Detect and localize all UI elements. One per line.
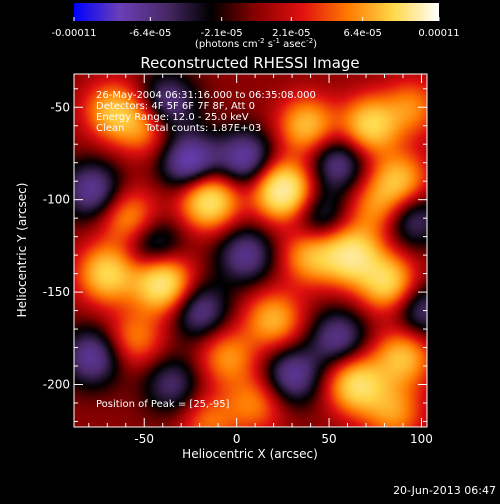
y-tick-label: -150 — [43, 285, 70, 299]
footer-timestamp: 20-Jun-2013 06:47 — [393, 484, 496, 497]
detectors-label: Detectors: 4F 5F 6F 7F 8F, Att 0 — [96, 101, 255, 112]
x-tick-label: 0 — [233, 432, 241, 446]
colorbar-tick-label: -6.4e-05 — [129, 28, 171, 39]
colorbar-tick-label: -0.00011 — [52, 28, 97, 39]
energy-range-label: Energy Range: 12.0 - 25.0 keV — [96, 112, 249, 123]
plot-frame — [73, 73, 428, 428]
colorbar-tick-label: 0.00011 — [418, 28, 459, 39]
chart-title: Reconstructed RHESSI Image — [140, 54, 359, 72]
x-axis-label: Heliocentric X (arcsec) — [182, 447, 318, 461]
colorbar-ticks: -0.00011 -6.4e-05 -2.1e-05 2.1e-05 6.4e-05 0.… — [52, 17, 460, 39]
y-tick-label: -50 — [50, 100, 70, 114]
reconstructed-image — [74, 74, 427, 427]
colorbar-tick-label: -2.1e-05 — [201, 28, 243, 39]
x-tick-label: 100 — [410, 432, 433, 446]
colorbar-tick-label: 6.4e-05 — [343, 28, 381, 39]
total-counts-label: Total counts: 1.87E+03 — [144, 123, 261, 134]
y-tick-label: -200 — [43, 377, 70, 391]
x-tick-label: 50 — [321, 432, 336, 446]
y-tick-label: -100 — [43, 193, 70, 207]
colorbar — [74, 3, 439, 21]
axis-ticks: -50 0 50 100 -50 -100 -150 -200 — [43, 74, 433, 446]
colorbar-tick-label: 2.1e-05 — [272, 28, 310, 39]
colorbar-unit-label: (photons cm-2 s-1 asec-2) — [195, 37, 317, 50]
y-axis-label: Heliocentric Y (arcsec) — [15, 183, 29, 318]
x-tick-label: -50 — [134, 432, 154, 446]
peak-position-label: Position of Peak = [25,-95] — [96, 399, 230, 410]
clean-label: Clean — [96, 123, 124, 134]
time-range-label: 26-May-2004 06:31:16.000 to 06:35:08.000 — [96, 90, 316, 101]
